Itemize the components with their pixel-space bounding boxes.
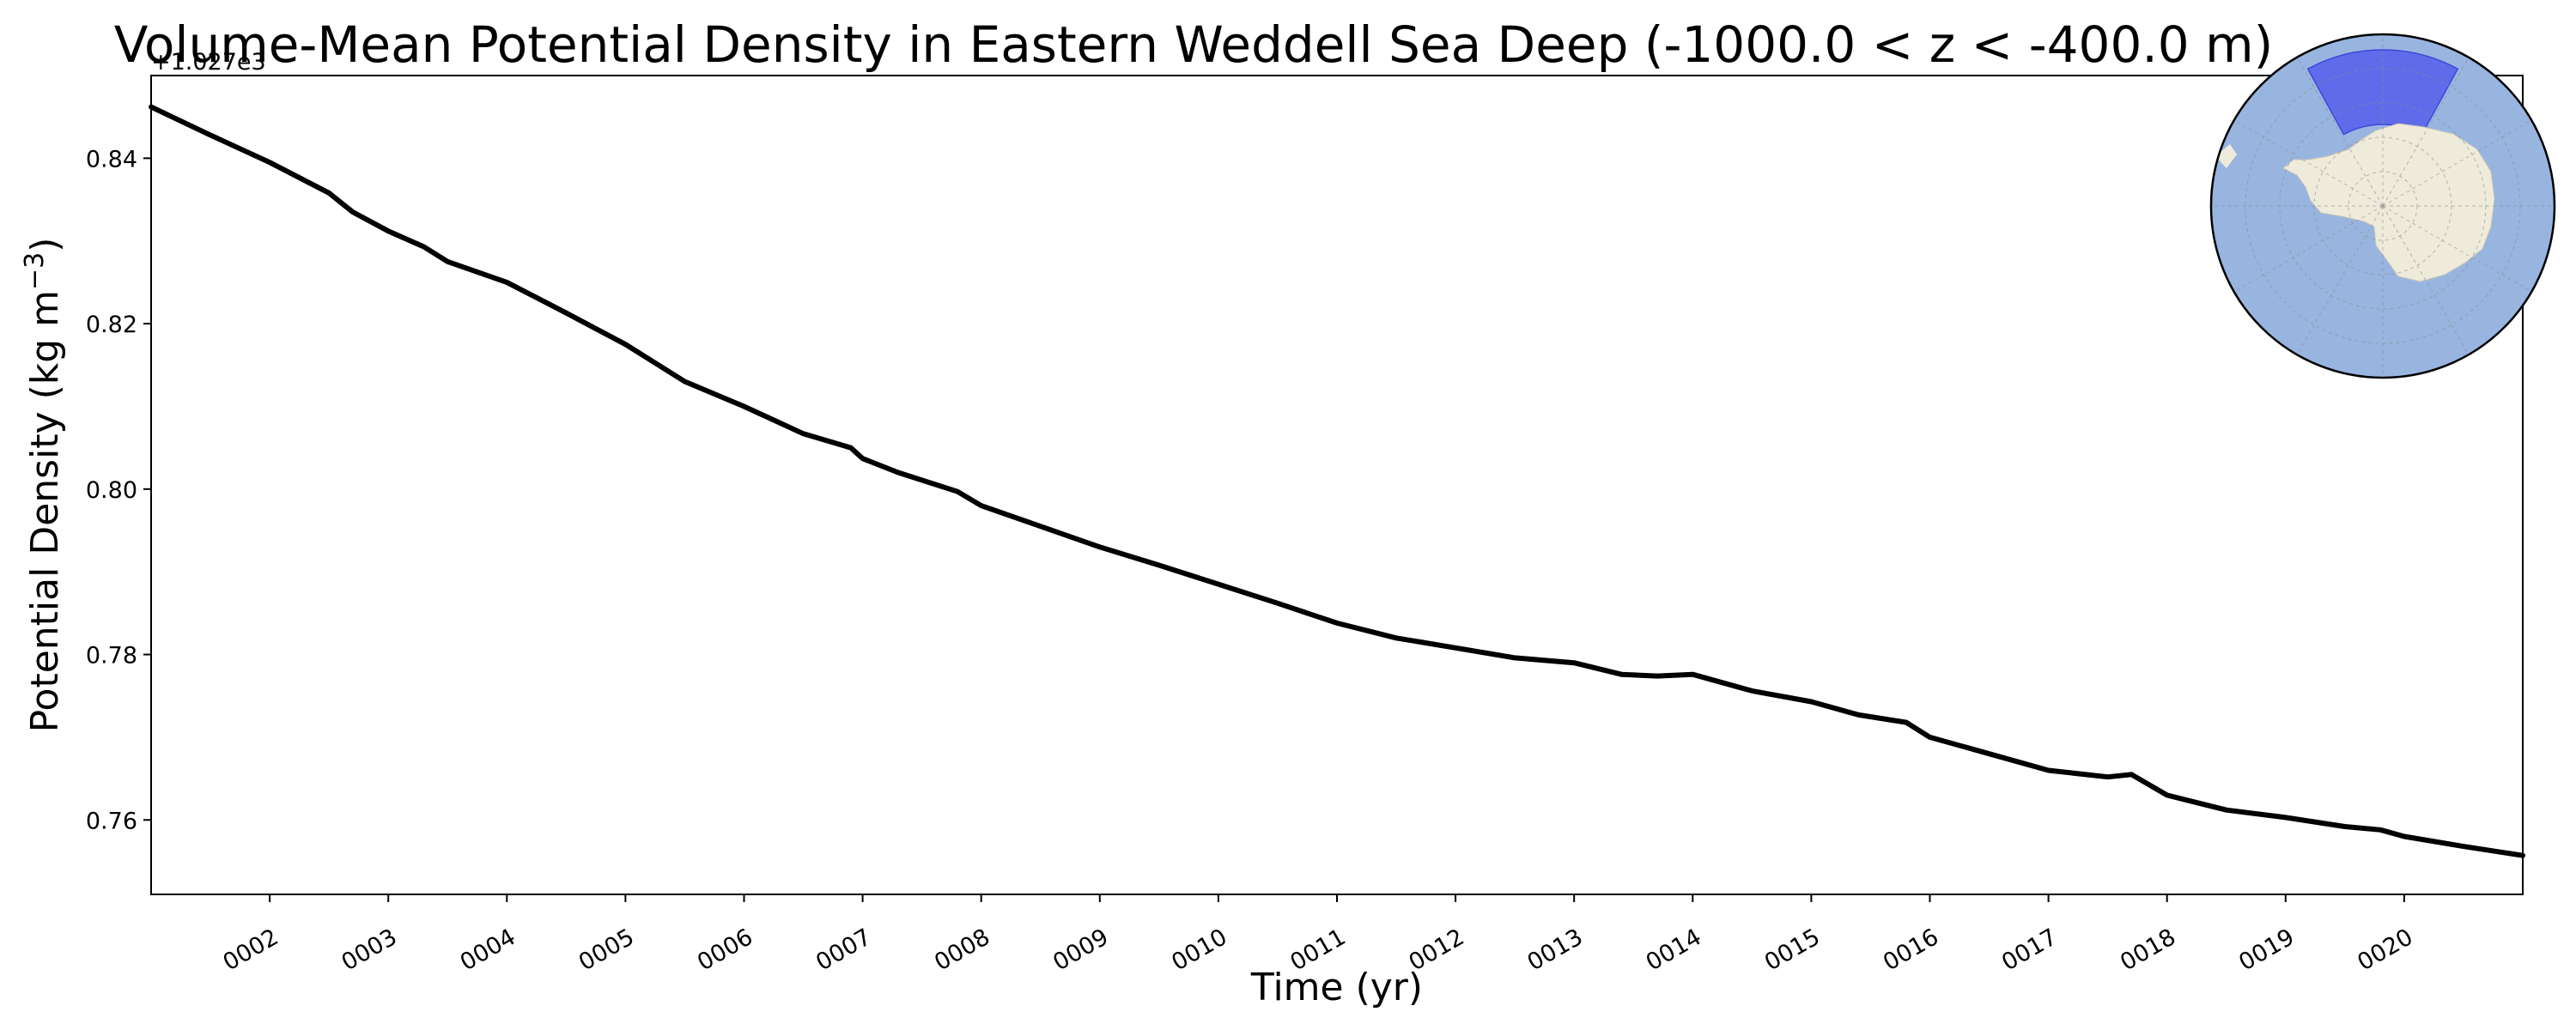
map-graticule-meridian (2296, 205, 2384, 355)
map-graticule-meridian (2382, 205, 2470, 355)
x-tick-label: 0009 (1048, 924, 1113, 976)
x-tick-label: 0020 (2353, 924, 2417, 976)
x-tick-label: 0013 (1523, 924, 1588, 976)
x-tick-label: 0016 (1879, 924, 1943, 976)
y-tick-label: 0.76 (86, 808, 137, 834)
map-graticule-meridian (2382, 57, 2470, 207)
x-tick-label: 0002 (219, 924, 283, 976)
map-graticule-meridian (2233, 119, 2384, 207)
x-tick-label: 0010 (1167, 924, 1231, 976)
y-axis-label-close: ) (23, 238, 67, 252)
x-tick-label: 0017 (1997, 924, 2062, 976)
plot-area: +1.027e3 0002 0003 0004 0005 0006 0007 0008 000… (86, 49, 2525, 976)
map-graticule-meridian (2233, 205, 2384, 293)
map-graticule-meridian (2296, 57, 2384, 207)
x-tick-label: 0014 (1642, 924, 1706, 976)
map-south-america-land (2215, 144, 2237, 168)
x-tick-label: 0007 (811, 924, 876, 976)
x-tick-label: 0015 (1760, 924, 1825, 976)
map-graticule-meridian (2382, 205, 2532, 293)
x-axis-label: Time (yr) (1250, 966, 1423, 1009)
y-tick-label: 0.78 (86, 643, 137, 670)
x-tick-label: 0008 (930, 924, 994, 976)
inset-map (2209, 33, 2556, 379)
map-border (2209, 33, 2556, 379)
y-tick-label: 0.80 (86, 477, 137, 504)
map-graticule-meridian (2382, 119, 2532, 207)
y-axis-ticks: 0.76 0.78 0.80 0.82 0.84 (86, 146, 151, 834)
x-tick-label: 0019 (2234, 924, 2299, 976)
series-layer (149, 104, 2525, 858)
y-axis-label-exponent: −3 (20, 252, 50, 290)
y-axis-label: Potential Density (kg m−3) (20, 238, 68, 733)
y-axis-label-main: Potential Density (kg m (23, 290, 67, 732)
x-tick-label: 0006 (693, 924, 757, 976)
x-tick-label: 0018 (2116, 924, 2180, 976)
x-tick-label: 0003 (337, 924, 402, 976)
x-tick-label: 0004 (456, 924, 520, 976)
map-region-highlight (2306, 49, 2459, 136)
plot-frame (150, 75, 2524, 895)
x-tick-label: 0005 (574, 924, 639, 976)
chart-title: Volume-Mean Potential Density in Eastern… (114, 15, 2274, 74)
y-offset-label: +1.027e3 (151, 49, 266, 76)
x-axis-ticks: 0002 0003 0004 0005 0006 0007 0008 0009 0010 0011… (219, 894, 2417, 976)
y-tick-label: 0.82 (86, 312, 137, 338)
y-tick-label: 0.84 (86, 146, 137, 173)
series-line-1 (149, 104, 2525, 858)
